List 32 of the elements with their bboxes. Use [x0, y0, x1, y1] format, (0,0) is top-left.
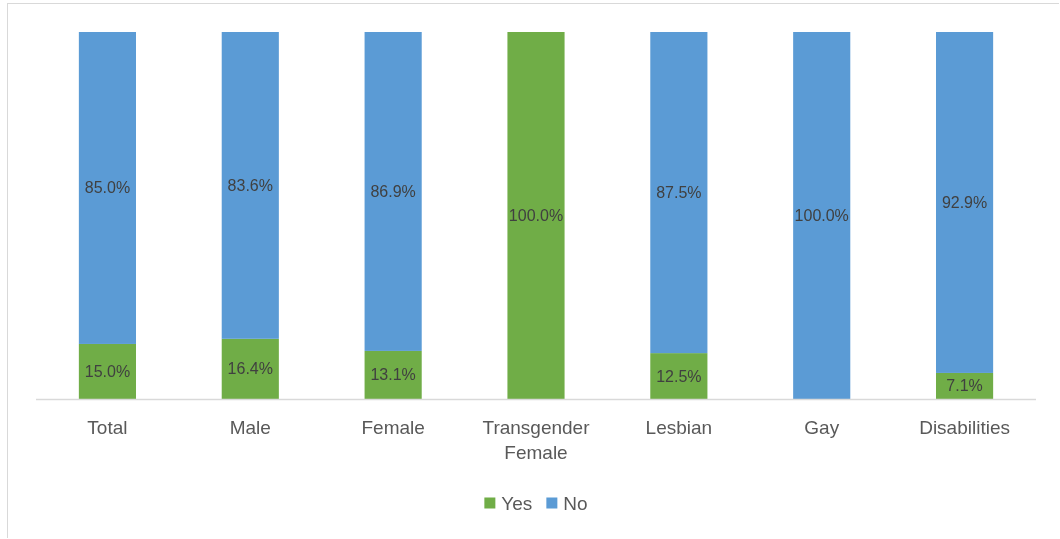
data-label: 87.5% [656, 184, 702, 202]
bar [364, 350, 422, 399]
x-tick-label: Gay [804, 417, 840, 438]
x-tick-label: Disabilities [919, 417, 1010, 438]
data-label: 100.0% [794, 207, 849, 224]
bar [78, 32, 136, 344]
bar [936, 32, 994, 373]
data-label: 85.0% [84, 179, 131, 197]
bar [78, 343, 136, 399]
bar [221, 32, 279, 339]
data-label: 7.1% [946, 377, 983, 395]
data-label: 12.5% [656, 367, 702, 385]
data-label: 13.1% [370, 366, 416, 384]
bar [650, 353, 708, 399]
x-tick-label: Lesbian [645, 417, 713, 438]
data-label: 86.9% [370, 182, 416, 200]
x-tick-label: Transgender Female [482, 417, 591, 463]
bar [364, 32, 422, 351]
bar [650, 32, 708, 354]
legend-label: Yes [501, 492, 533, 514]
data-label: 83.6% [227, 176, 273, 194]
x-tick-label: Female [361, 417, 425, 438]
data-label: 92.9% [941, 193, 988, 211]
bar [221, 338, 279, 399]
x-tick-label: Male [229, 417, 271, 438]
x-tick-label: Total [87, 417, 128, 438]
bar [507, 32, 565, 399]
data-label: 15.0% [84, 362, 131, 380]
bar [793, 32, 851, 399]
data-label: 100.0% [508, 207, 564, 224]
data-label: 16.4% [227, 360, 273, 378]
legend-label: No [563, 492, 588, 514]
